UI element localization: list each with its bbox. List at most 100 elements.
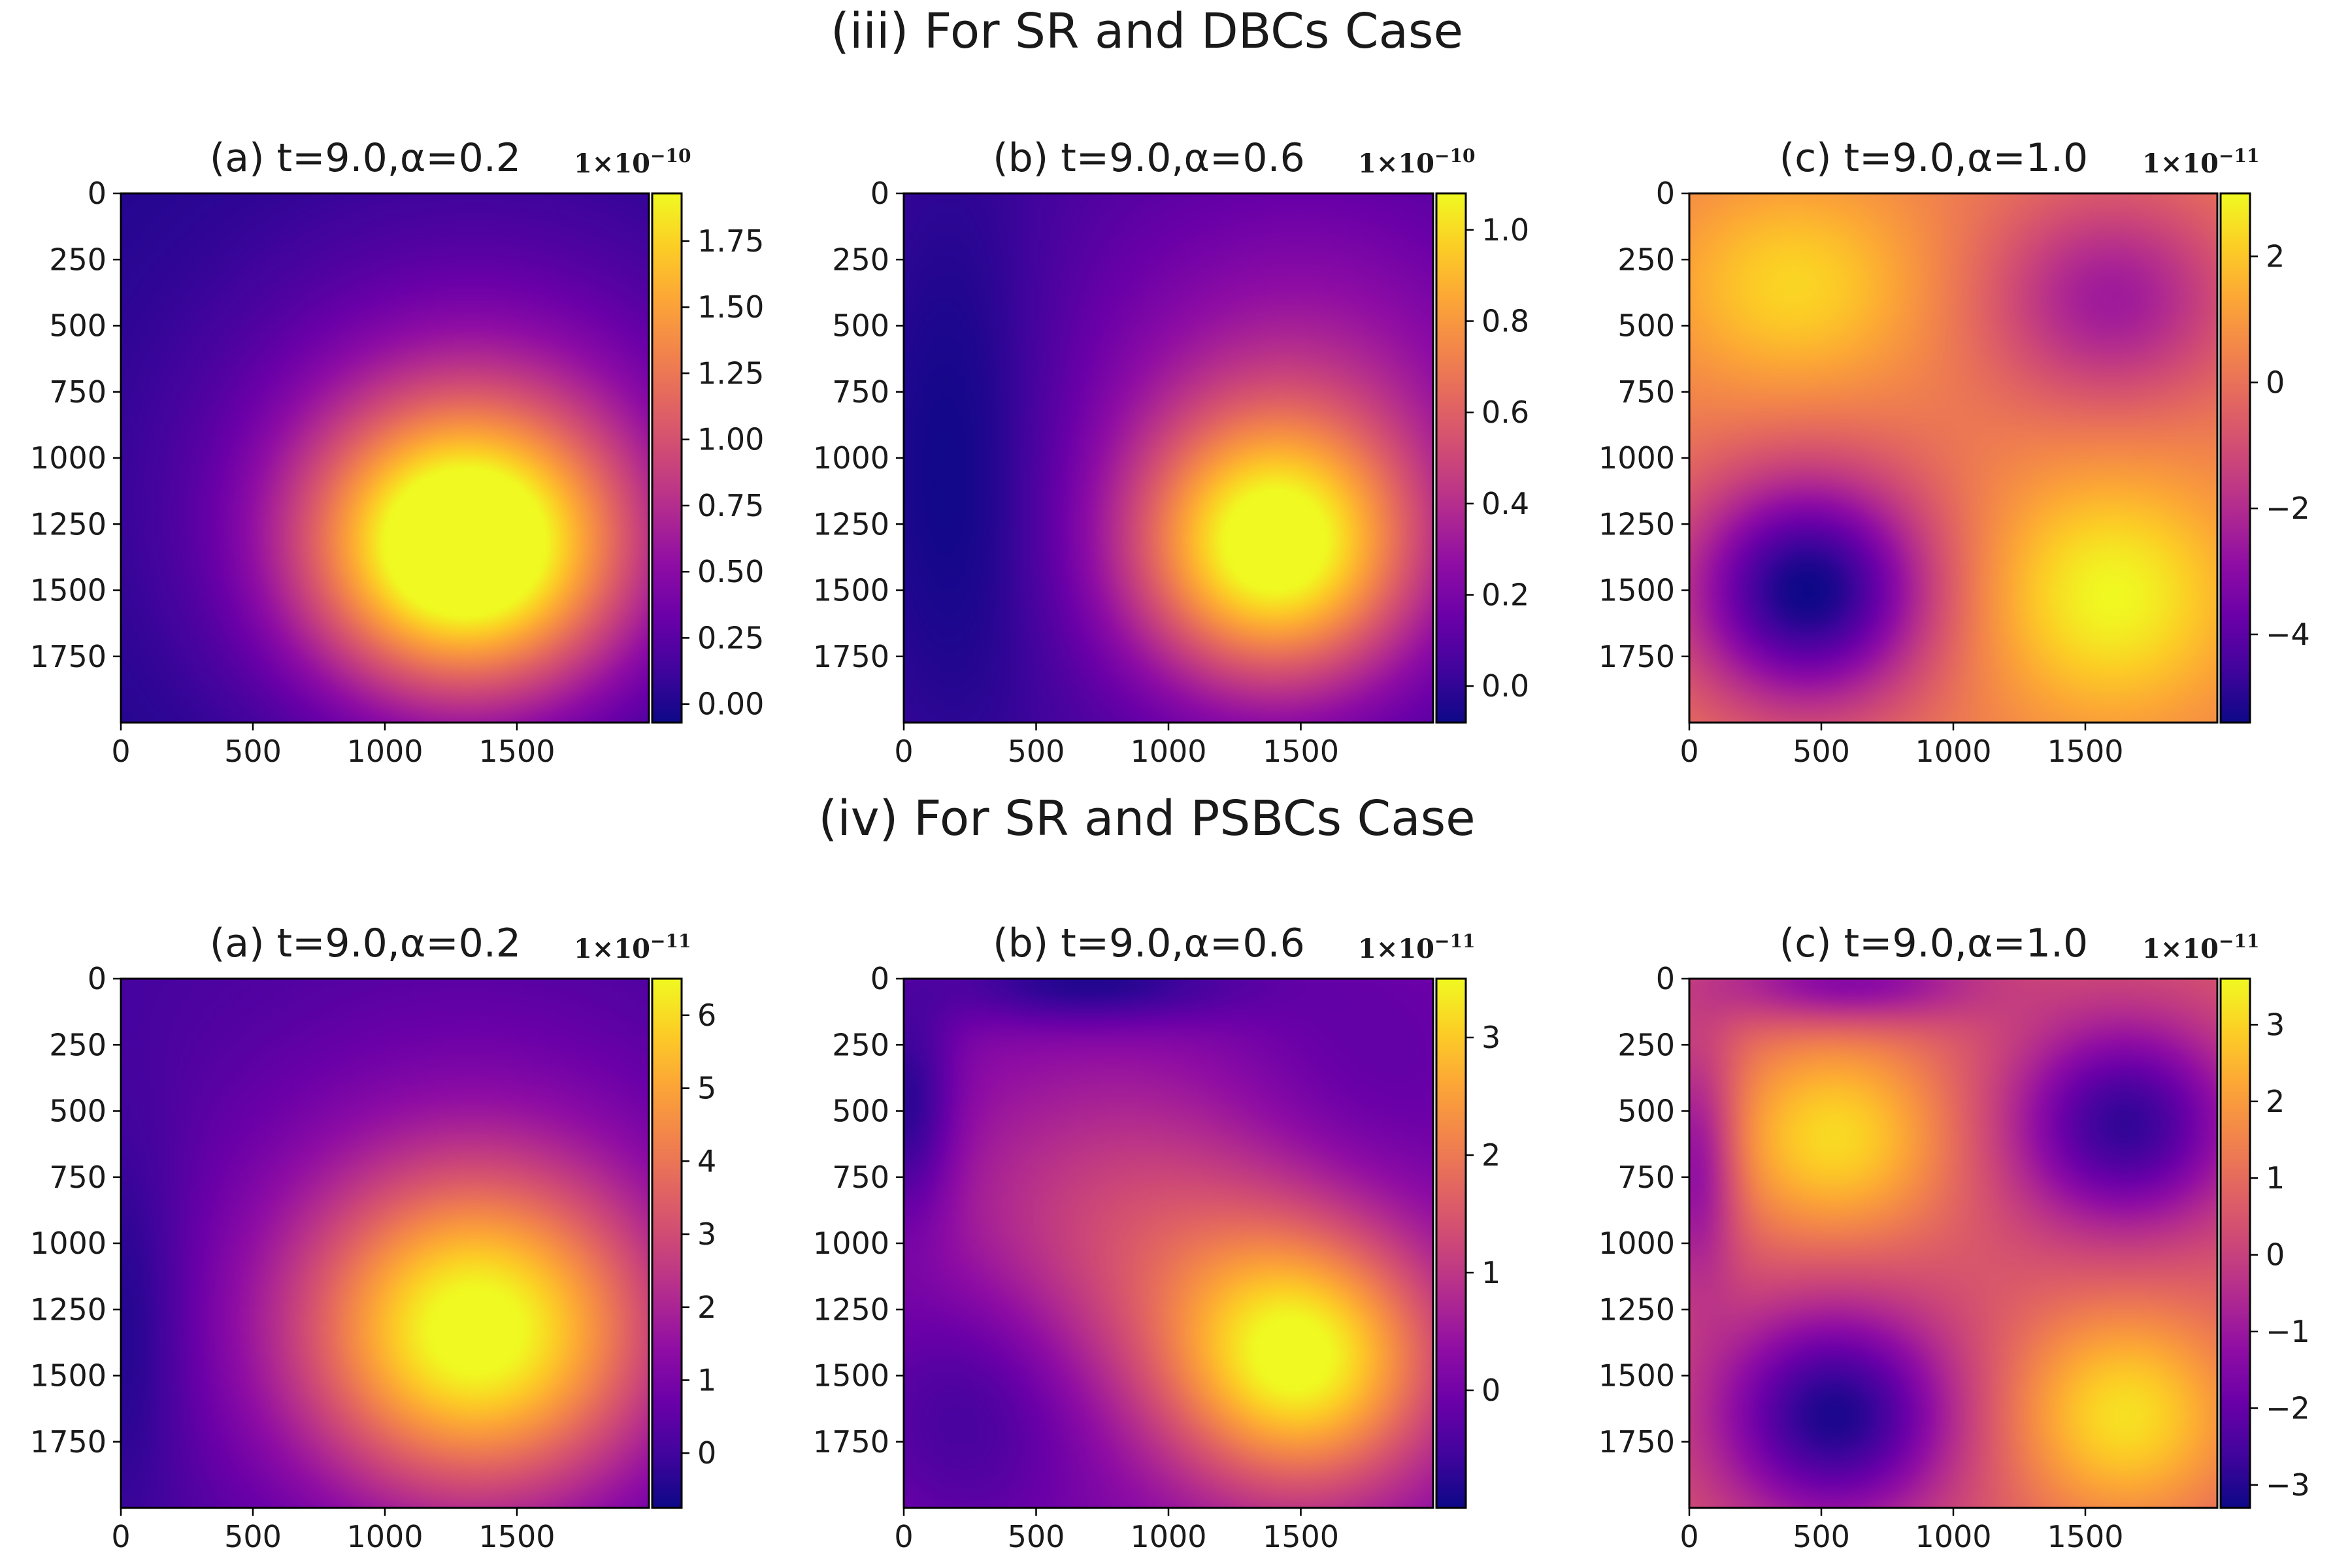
heatmap-panel-1-2: 0 500 1000 1500 0 250 500 750 1000 1250 1500 1750 −3… <box>1598 921 2310 1554</box>
colorbar-tick-label: 1 <box>1481 1255 1500 1290</box>
y-tick-label: 750 <box>49 374 107 410</box>
x-tick-label: 1500 <box>478 1519 555 1554</box>
y-tick-label: 1750 <box>1598 639 1675 674</box>
colorbar-tick-label: 0.2 <box>1481 577 1529 612</box>
colorbar-tick-label: 1.75 <box>697 223 764 259</box>
x-tick-label: 1000 <box>1130 734 1206 769</box>
x-tick-label: 1000 <box>1130 1519 1206 1554</box>
y-tick-label: 500 <box>1617 308 1675 344</box>
section-title-iii: (iii) For SR and DBCs Case <box>831 3 1463 59</box>
heatmap-image <box>1689 979 2217 1508</box>
colorbar-tick-label: 1 <box>697 1362 716 1397</box>
y-tick-label: 1750 <box>30 639 107 674</box>
x-tick-label: 1500 <box>2047 1519 2123 1554</box>
colorbar <box>1435 192 1467 724</box>
y-tick-label: 1500 <box>813 1358 889 1394</box>
y-tick-label: 1250 <box>1598 1292 1675 1327</box>
x-tick-label: 500 <box>224 734 282 769</box>
x-tick-label: 1500 <box>1263 1519 1339 1554</box>
panel-title: (a) t=9.0,α=0.2 <box>210 135 521 181</box>
colorbar-scale-label: 1×10−11 <box>2142 930 2259 964</box>
y-tick-label: 250 <box>49 1027 107 1062</box>
y-tick-label: 1000 <box>813 440 889 476</box>
y-tick-label: 500 <box>832 1094 889 1129</box>
y-tick-label: 500 <box>832 308 889 344</box>
y-tick-label: 250 <box>49 242 107 277</box>
colorbar-tick-label: 0 <box>697 1435 716 1471</box>
y-tick-label: 1750 <box>813 1424 889 1460</box>
colorbar-tick-label: −1 <box>2266 1314 2310 1349</box>
x-tick-label: 0 <box>894 734 913 769</box>
colorbar-tick-label: 4 <box>697 1143 716 1179</box>
colorbar-tick-label: 2 <box>697 1290 716 1325</box>
y-tick-label: 500 <box>49 1094 107 1129</box>
x-tick-label: 500 <box>1008 734 1065 769</box>
y-tick-label: 0 <box>88 176 107 211</box>
colorbar <box>2219 977 2251 1509</box>
x-tick-label: 500 <box>1793 1519 1850 1554</box>
y-tick-label: 750 <box>832 374 889 410</box>
y-tick-label: 0 <box>870 176 889 211</box>
colorbar-tick-label: 2 <box>1481 1137 1500 1173</box>
colorbar-tick-label: 0 <box>2266 365 2285 400</box>
colorbar-tick-label: −3 <box>2266 1467 2310 1503</box>
y-tick-label: 750 <box>832 1160 889 1195</box>
x-tick-label: 1000 <box>1915 1519 1991 1554</box>
heatmap-image <box>904 979 1433 1508</box>
x-tick-label: 500 <box>224 1519 282 1554</box>
y-tick-label: 0 <box>88 961 107 996</box>
colorbar-tick-label: 6 <box>697 998 716 1033</box>
y-tick-label: 750 <box>1617 374 1675 410</box>
y-tick-label: 250 <box>1617 1027 1675 1062</box>
panel-title: (c) t=9.0,α=1.0 <box>1779 921 2088 966</box>
colorbar-tick-label: 1.50 <box>697 289 764 325</box>
heatmap-panel-0-0: 0 500 1000 1500 0 250 500 750 1000 1250 1500 1750 0.… <box>30 135 765 769</box>
x-tick-label: 0 <box>894 1519 913 1554</box>
colorbar-scale-label: 1×10−11 <box>574 930 691 964</box>
panel-title: (a) t=9.0,α=0.2 <box>210 921 521 966</box>
heatmap-panel-1-0: 0 500 1000 1500 0 250 500 750 1000 1250 1500 1750 0 1… <box>30 921 716 1554</box>
y-tick-label: 0 <box>1656 176 1675 211</box>
y-tick-label: 500 <box>49 308 107 344</box>
x-tick-label: 1000 <box>1915 734 1991 769</box>
y-tick-label: 0 <box>870 961 889 996</box>
y-tick-label: 1250 <box>30 506 107 542</box>
y-tick-label: 0 <box>1656 961 1675 996</box>
y-tick-label: 750 <box>1617 1160 1675 1195</box>
y-tick-label: 1000 <box>1598 1226 1675 1261</box>
y-tick-label: 1000 <box>813 1226 889 1261</box>
colorbar-tick-label: 3 <box>697 1217 716 1252</box>
colorbar <box>651 977 683 1509</box>
x-tick-label: 500 <box>1008 1519 1065 1554</box>
colorbar-scale-label: 1×10−10 <box>1358 145 1475 179</box>
x-tick-label: 0 <box>1679 1519 1698 1554</box>
y-tick-label: 1500 <box>1598 573 1675 608</box>
colorbar-scale-label: 1×10−11 <box>1358 930 1475 964</box>
x-tick-label: 1500 <box>2047 734 2123 769</box>
y-tick-label: 1750 <box>1598 1424 1675 1460</box>
y-tick-label: 1000 <box>30 440 107 476</box>
colorbar-tick-label: 0.0 <box>1481 668 1529 704</box>
colorbar-tick-label: 0.4 <box>1481 486 1529 521</box>
y-tick-label: 1000 <box>30 1226 107 1261</box>
heatmap-image <box>904 193 1433 723</box>
colorbar-tick-label: 1.00 <box>697 422 764 457</box>
y-tick-label: 1250 <box>1598 506 1675 542</box>
y-tick-label: 1250 <box>813 1292 889 1327</box>
y-tick-label: 500 <box>1617 1094 1675 1129</box>
colorbar-tick-label: 0 <box>2266 1237 2285 1273</box>
y-tick-label: 1500 <box>1598 1358 1675 1394</box>
x-tick-label: 0 <box>111 1519 130 1554</box>
heatmap-panel-1-1: 0 500 1000 1500 0 250 500 750 1000 1250 1500 1750 0 1… <box>813 921 1500 1554</box>
panel-title: (b) t=9.0,α=0.6 <box>993 921 1305 966</box>
colorbar <box>2219 192 2251 724</box>
x-tick-label: 1000 <box>346 734 423 769</box>
colorbar-tick-label: 0.00 <box>697 687 764 722</box>
panel-title: (c) t=9.0,α=1.0 <box>1779 135 2088 181</box>
y-tick-label: 1500 <box>813 573 889 608</box>
colorbar-tick-label: 0.25 <box>697 620 764 655</box>
y-tick-label: 1500 <box>30 573 107 608</box>
colorbar-tick-label: −2 <box>2266 491 2310 526</box>
section-title-iv: (iv) For SR and PSBCs Case <box>818 791 1475 847</box>
